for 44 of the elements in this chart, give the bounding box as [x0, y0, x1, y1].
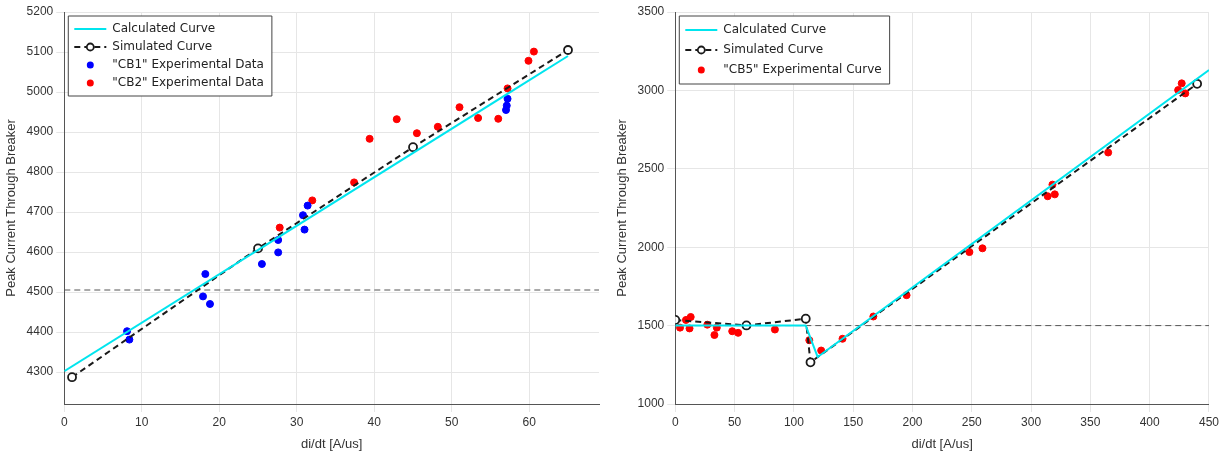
y-tick-label: 4500 [26, 284, 54, 299]
x-tick-label: 200 [902, 414, 923, 429]
x-tick-label: 20 [212, 414, 227, 429]
x-tick-label: 10 [135, 414, 149, 429]
x-axis-title: di/dt [A/us] [911, 435, 973, 451]
y-tick-label: 5200 [26, 4, 54, 19]
x-tick-label: 300 [1021, 414, 1042, 429]
y-tick-label: 4900 [26, 124, 54, 139]
x-tick-label: 0 [60, 414, 68, 429]
legend-label: "CB5" Experimental Curve [723, 62, 882, 77]
y-tick-label: 5000 [26, 84, 54, 99]
x-tick-label: 450 [1198, 414, 1220, 429]
legend-label: "CB2" Experimental Data [112, 75, 264, 90]
y-tick-label: 1000 [637, 396, 665, 411]
x-tick-label: 50 [727, 414, 742, 429]
x-tick-label: 50 [445, 414, 459, 429]
x-tick-label: 0 [671, 414, 679, 429]
y-tick-label: 4600 [26, 244, 54, 259]
x-tick-label: 60 [522, 414, 537, 429]
y-tick-label: 2000 [637, 239, 665, 254]
y-tick-label: 3500 [637, 4, 665, 19]
x-axis-title: di/dt [A/us] [300, 435, 363, 451]
y-tick-label: 4300 [26, 364, 54, 379]
legend-label: Simulated Curve [723, 42, 824, 57]
legend-label: "CB1" Experimental Data [112, 57, 264, 72]
x-tick-label: 350 [1080, 414, 1101, 429]
legend-label: Calculated Curve [112, 21, 216, 36]
y-tick-label: 4400 [26, 324, 54, 339]
y-tick-label: 2500 [637, 161, 665, 176]
y-axis-title: Peak Current Through Breaker [3, 118, 19, 297]
x-tick-label: 30 [290, 414, 304, 429]
y-tick-label: 1500 [637, 317, 665, 332]
x-tick-label: 40 [367, 414, 382, 429]
x-tick-label: 100 [783, 414, 805, 429]
y-tick-label: 4800 [26, 164, 54, 179]
y-axis-title: Peak Current Through Breaker [614, 118, 630, 297]
y-tick-label: 5100 [26, 44, 54, 59]
legend-label: Simulated Curve [112, 39, 213, 54]
y-tick-label: 4700 [26, 204, 54, 219]
x-tick-label: 250 [961, 414, 983, 429]
x-tick-label: 150 [843, 414, 864, 429]
y-tick-label: 3000 [637, 82, 665, 97]
x-tick-label: 400 [1139, 414, 1161, 429]
legend-label: Calculated Curve [723, 22, 827, 37]
